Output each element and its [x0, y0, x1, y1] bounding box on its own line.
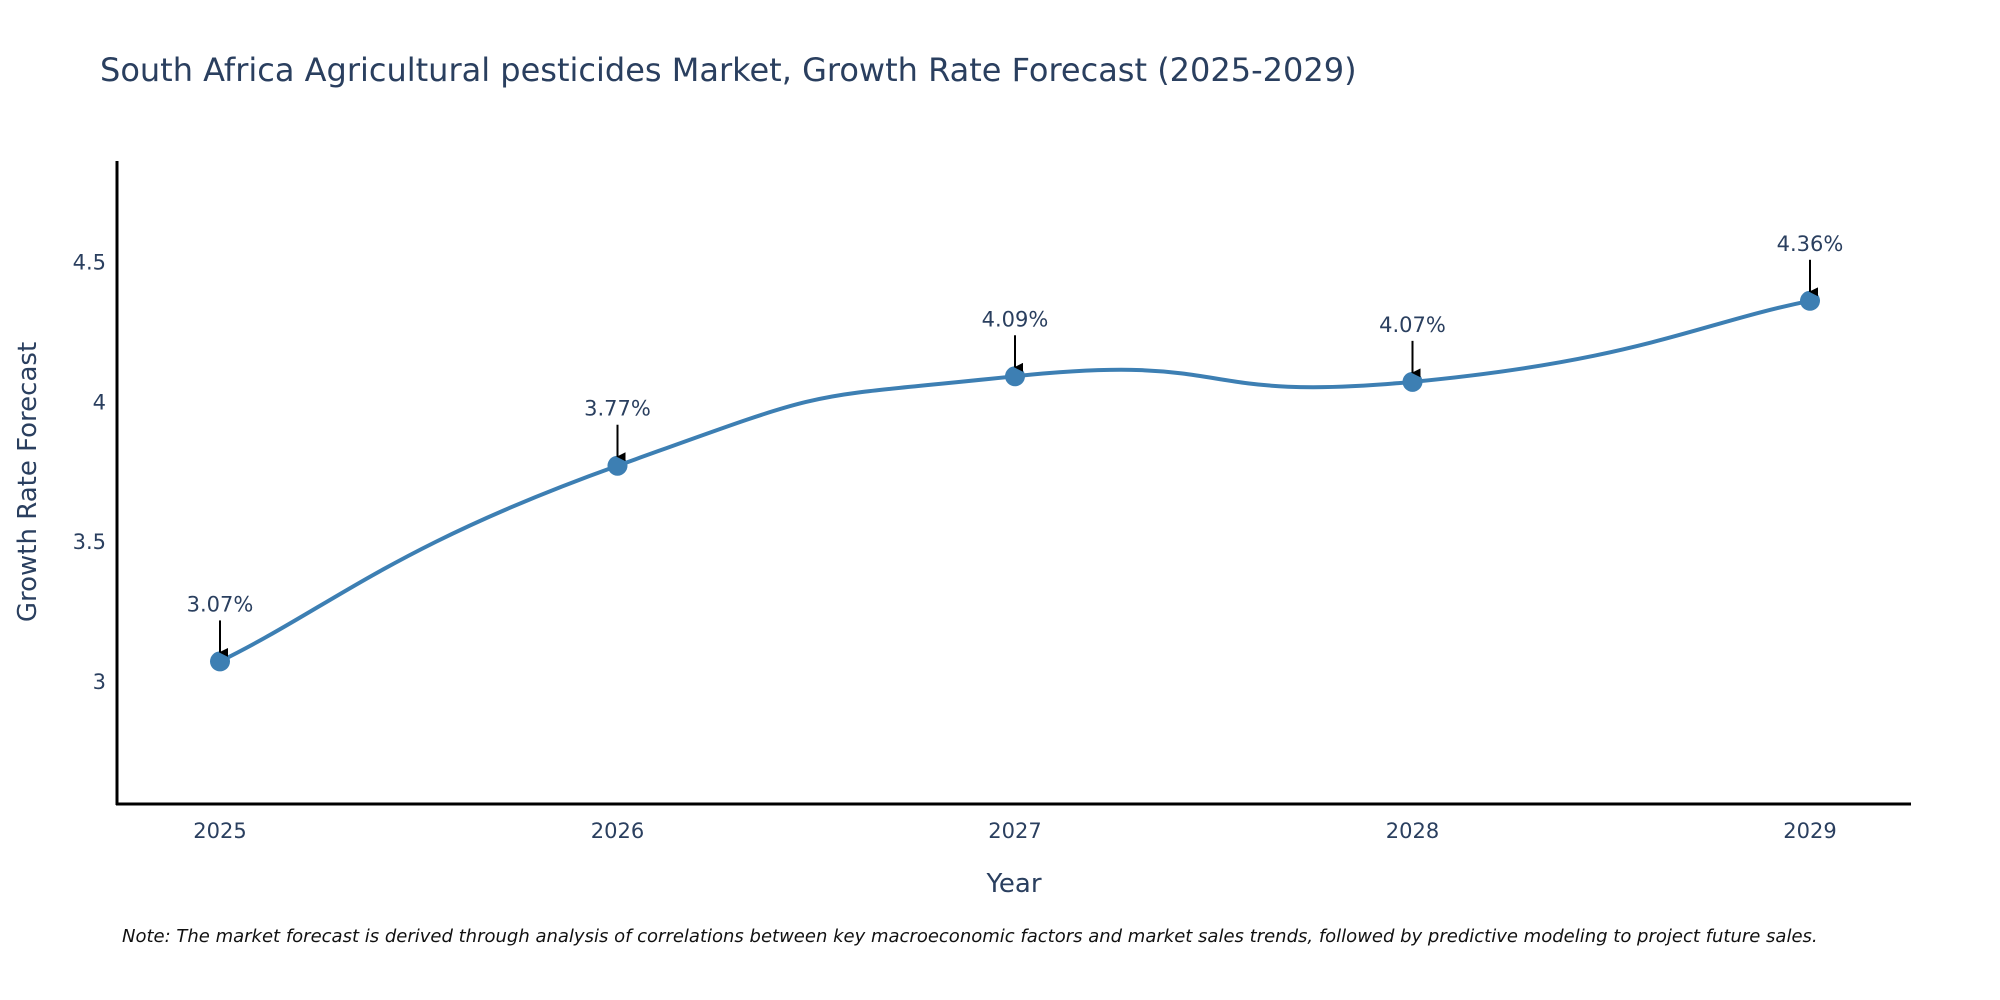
- data-point-marker: [210, 651, 230, 672]
- x-tick-label: 2027: [988, 819, 1041, 843]
- y-tick-label: 4: [93, 390, 106, 414]
- chart-title: South Africa Agricultural pesticides Mar…: [100, 51, 1357, 89]
- data-label: 4.36%: [1777, 232, 1844, 256]
- y-tick-label: 4.5: [73, 251, 106, 275]
- x-tick-label: 2025: [193, 819, 246, 843]
- x-axis-title: Year: [985, 869, 1041, 899]
- data-point-marker: [607, 455, 628, 476]
- data-label: 3.77%: [584, 397, 651, 421]
- data-label: 4.09%: [982, 307, 1049, 331]
- data-point-marker: [1800, 290, 1820, 311]
- y-axis-title: Growth Rate Forecast: [13, 342, 43, 622]
- data-label: 4.07%: [1379, 313, 1446, 337]
- data-point-marker: [1402, 371, 1423, 392]
- x-tick-label: 2026: [591, 819, 644, 843]
- data-point-marker: [1005, 366, 1025, 387]
- y-tick-label: 3: [93, 670, 106, 694]
- x-tick-label: 2029: [1783, 819, 1836, 843]
- data-label: 3.07%: [187, 592, 254, 616]
- x-axis-ticks: 2025 2026 2027 2028 2029: [193, 819, 1836, 843]
- x-tick-label: 2028: [1386, 819, 1439, 843]
- plot-area: 3.07% 3.77% 4.09% 4.07% 4.36%: [187, 232, 1844, 672]
- forecast-note: Note: The market forecast is derived thr…: [122, 926, 1818, 947]
- y-axis-ticks: 3 3.5 4 4.5: [73, 251, 106, 694]
- y-tick-label: 3.5: [73, 530, 106, 554]
